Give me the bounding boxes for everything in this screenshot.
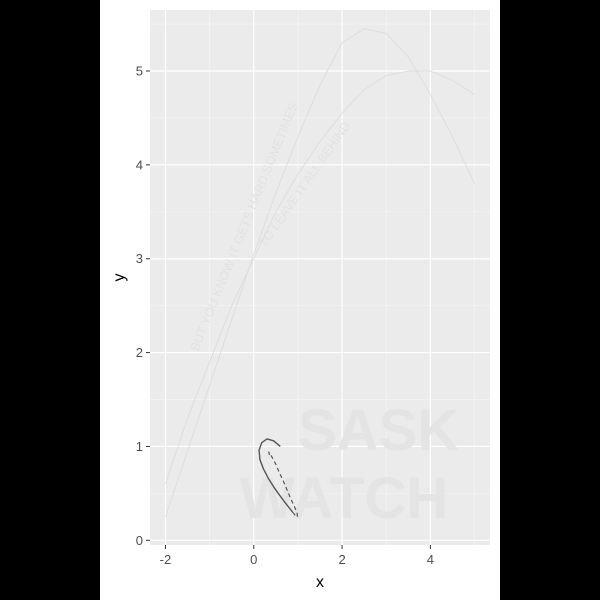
plot: BUT YOU KNOW IT GETS HARD SOMETIMES TO L… xyxy=(111,10,490,591)
y-tick-label: 2 xyxy=(136,345,143,360)
watermark-logo-sask: SASK xyxy=(298,398,459,463)
x-axis-title: x xyxy=(316,574,324,591)
watermark-logo-watch: WATCH xyxy=(240,466,448,531)
y-tick-label: 4 xyxy=(136,157,143,172)
y-tick-label: 1 xyxy=(136,439,143,454)
series-layer xyxy=(165,28,475,518)
y-tick-label: 5 xyxy=(136,64,143,79)
y-tick-label: 3 xyxy=(136,251,143,266)
x-axis: -2 0 2 4 xyxy=(160,545,434,567)
figure-canvas: BUT YOU KNOW IT GETS HARD SOMETIMES TO L… xyxy=(100,0,500,600)
y-tick-label: 0 xyxy=(136,533,143,548)
grid-major xyxy=(150,10,490,545)
grid-minor xyxy=(150,10,490,545)
plot-panel xyxy=(150,10,490,545)
x-tick-label: 0 xyxy=(250,552,257,567)
x-tick-label: 2 xyxy=(338,552,345,567)
series-3-line xyxy=(258,438,294,513)
series-3-line-dashed xyxy=(268,451,299,518)
y-axis-title: y xyxy=(111,274,128,282)
series-2-line xyxy=(165,28,475,517)
x-tick-label: -2 xyxy=(160,552,172,567)
series-1-line xyxy=(165,70,475,485)
y-axis: 0 1 2 3 4 5 xyxy=(136,64,150,548)
x-tick-label: 4 xyxy=(427,552,434,567)
